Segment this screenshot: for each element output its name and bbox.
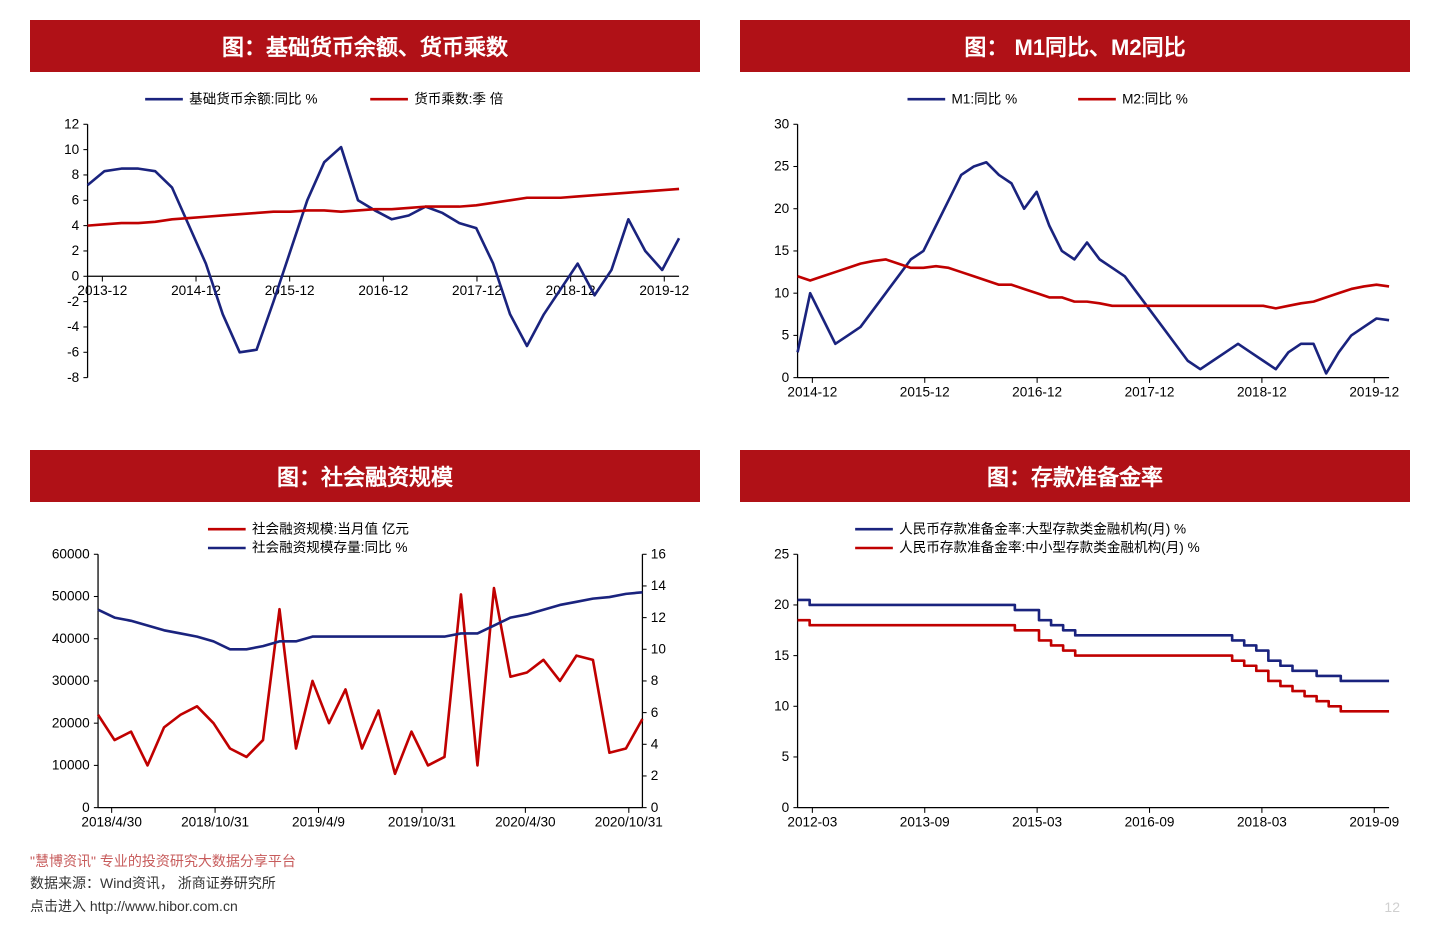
svg-text:2013-12: 2013-12 [77, 283, 127, 298]
svg-text:2014-12: 2014-12 [787, 384, 837, 399]
svg-text:2018-03: 2018-03 [1237, 814, 1287, 829]
svg-text:2019-12: 2019-12 [639, 283, 689, 298]
page-number: 12 [1384, 899, 1400, 915]
svg-text:0: 0 [782, 800, 790, 815]
source-text: 数据来源：Wind资讯， 浙商证券研究所 [30, 872, 296, 894]
svg-text:25: 25 [774, 546, 789, 561]
panel-reserve-ratio: 图：存款准备金率 0 5 10 15 20 25 2012-03 2013-09 2015-03… [740, 450, 1410, 850]
svg-text:M2:同比 %: M2:同比 % [1122, 91, 1188, 106]
chart-canvas: -8-6-4-20246810122013-122014-122015-1220… [30, 84, 700, 420]
panel-monetary-base: 图：基础货币余额、货币乘数 -8-6-4-20246810122013-1220… [30, 20, 700, 420]
chart-canvas: 0 5 10 15 20 25 2012-03 2013-09 2015-03 2016-09 20… [740, 514, 1410, 850]
svg-text:2017-12: 2017-12 [1125, 384, 1175, 399]
svg-text:2012-03: 2012-03 [787, 814, 837, 829]
svg-text:2018-12: 2018-12 [1237, 384, 1287, 399]
svg-text:5: 5 [782, 749, 790, 764]
svg-text:8: 8 [72, 167, 80, 182]
svg-text:-4: -4 [67, 319, 80, 334]
chart-title: 图： M1同比、M2同比 [740, 20, 1410, 72]
svg-text:M1:同比 %: M1:同比 % [951, 91, 1017, 106]
chart-canvas: 0 10000 20000 30000 40000 50000 60000 0 2 4 6 8 10 12… [30, 514, 700, 850]
svg-text:基础货币余额:同比 %: 基础货币余额:同比 % [189, 90, 317, 106]
panel-m1-m2: 图： M1同比、M2同比 0 5 10 15 20 25 30 2014-12 2015-12 2… [740, 20, 1410, 420]
panel-social-financing: 图：社会融资规模 0 10000 20000 30000 40000 50000 60000… [30, 450, 700, 850]
svg-text:2020/4/30: 2020/4/30 [495, 814, 556, 829]
chart-canvas: 0 5 10 15 20 25 30 2014-12 2015-12 2016-12 2017-12… [740, 84, 1410, 420]
chart-svg: 0 5 10 15 20 25 2012-03 2013-09 2015-03 2016-09 20… [740, 514, 1410, 850]
svg-text:10: 10 [64, 142, 80, 157]
svg-text:10000: 10000 [52, 758, 90, 773]
svg-text:10: 10 [774, 698, 790, 713]
svg-text:2016-09: 2016-09 [1125, 814, 1175, 829]
svg-text:16: 16 [651, 546, 666, 561]
svg-text:2019-09: 2019-09 [1349, 814, 1399, 829]
svg-text:2019/10/31: 2019/10/31 [388, 814, 456, 829]
svg-text:6: 6 [651, 705, 659, 720]
svg-text:2020/10/31: 2020/10/31 [595, 814, 663, 829]
chart-grid: 图：基础货币余额、货币乘数 -8-6-4-20246810122013-1220… [30, 20, 1410, 850]
svg-text:2: 2 [651, 768, 659, 783]
svg-text:2013-09: 2013-09 [900, 814, 950, 829]
svg-text:4: 4 [72, 218, 80, 233]
svg-text:30000: 30000 [52, 673, 90, 688]
svg-text:社会融资规模:当月值 亿元: 社会融资规模:当月值 亿元 [252, 521, 409, 536]
svg-text:2016-12: 2016-12 [358, 283, 408, 298]
svg-text:2: 2 [72, 243, 80, 258]
svg-text:8: 8 [651, 673, 659, 688]
svg-text:12: 12 [64, 116, 79, 131]
svg-text:10: 10 [774, 285, 790, 300]
svg-text:2017-12: 2017-12 [452, 283, 502, 298]
chart-title: 图：存款准备金率 [740, 450, 1410, 502]
svg-text:20: 20 [774, 201, 790, 216]
chart-title: 图：社会融资规模 [30, 450, 700, 502]
svg-text:6: 6 [72, 192, 80, 207]
svg-text:10: 10 [651, 641, 667, 656]
svg-text:0: 0 [72, 268, 80, 283]
svg-text:人民币存款准备金率:大型存款类金融机构(月) %: 人民币存款准备金率:大型存款类金融机构(月) % [899, 520, 1186, 536]
svg-text:20: 20 [774, 597, 790, 612]
svg-text:2019-12: 2019-12 [1349, 384, 1399, 399]
svg-text:2018/10/31: 2018/10/31 [181, 814, 249, 829]
svg-text:30: 30 [774, 116, 790, 131]
svg-text:60000: 60000 [52, 546, 90, 561]
footer: "慧博资讯" 专业的投资研究大数据分享平台 数据来源：Wind资讯， 浙商证券研… [30, 850, 296, 917]
chart-svg: 0 5 10 15 20 25 30 2014-12 2015-12 2016-12 2017-12… [740, 84, 1410, 420]
svg-text:2019/4/9: 2019/4/9 [292, 814, 345, 829]
svg-text:15: 15 [774, 648, 789, 663]
svg-text:50000: 50000 [52, 589, 90, 604]
svg-text:25: 25 [774, 159, 789, 174]
svg-text:货币乘数:季 倍: 货币乘数:季 倍 [414, 90, 504, 106]
svg-text:-8: -8 [67, 370, 79, 385]
svg-text:15: 15 [774, 243, 789, 258]
svg-text:4: 4 [651, 736, 659, 751]
svg-text:-6: -6 [67, 344, 79, 359]
svg-text:0: 0 [651, 800, 659, 815]
svg-text:2016-12: 2016-12 [1012, 384, 1062, 399]
watermark-text: "慧博资讯" 专业的投资研究大数据分享平台 [30, 850, 296, 872]
svg-text:5: 5 [782, 328, 790, 343]
chart-svg: 0 10000 20000 30000 40000 50000 60000 0 2 4 6 8 10 12… [30, 514, 700, 850]
svg-text:2018/4/30: 2018/4/30 [81, 814, 142, 829]
svg-text:0: 0 [82, 800, 90, 815]
svg-text:40000: 40000 [52, 631, 90, 646]
svg-text:0: 0 [782, 370, 790, 385]
svg-text:人民币存款准备金率:中小型存款类金融机构(月) %: 人民币存款准备金率:中小型存款类金融机构(月) % [899, 539, 1200, 555]
svg-text:20000: 20000 [52, 715, 90, 730]
url-text: 点击进入 http://www.hibor.com.cn [30, 895, 296, 917]
chart-title: 图：基础货币余额、货币乘数 [30, 20, 700, 72]
svg-text:12: 12 [651, 610, 666, 625]
svg-text:14: 14 [651, 578, 667, 593]
svg-text:社会融资规模存量:同比 %: 社会融资规模存量:同比 % [252, 540, 408, 555]
svg-text:2015-12: 2015-12 [900, 384, 950, 399]
svg-text:2015-12: 2015-12 [265, 283, 315, 298]
chart-svg: -8-6-4-20246810122013-122014-122015-1220… [30, 84, 700, 420]
svg-text:2015-03: 2015-03 [1012, 814, 1062, 829]
